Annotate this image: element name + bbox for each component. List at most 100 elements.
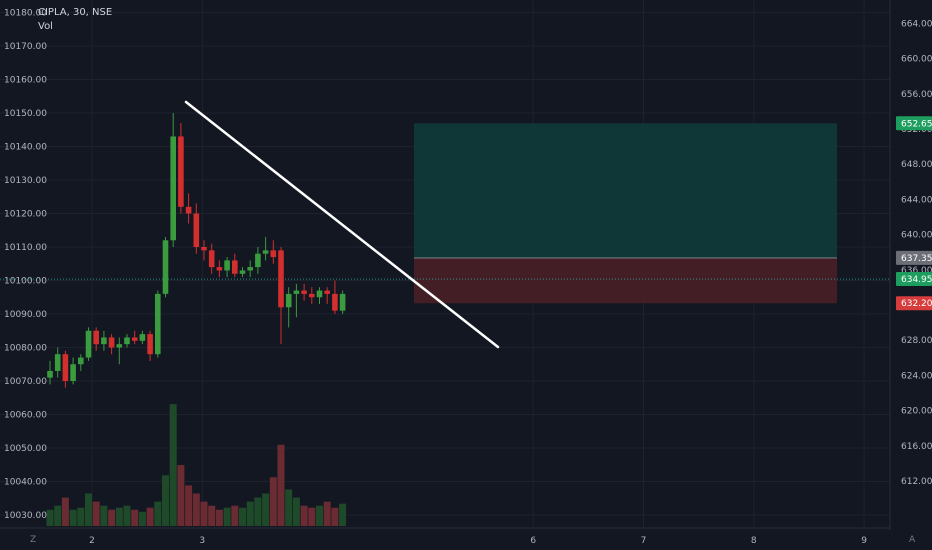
candle-body xyxy=(324,290,330,294)
time-axis-tick: 6 xyxy=(530,536,536,546)
left-price-axis[interactable]: 10180.00 10170.00 10160.00 10150.00 10140.00… xyxy=(4,9,47,522)
candle-body xyxy=(131,337,138,341)
volume-bar xyxy=(200,501,208,526)
candle-body xyxy=(147,334,153,355)
candle-body xyxy=(270,250,277,258)
stop-zone xyxy=(414,257,837,304)
volume-bar xyxy=(54,505,62,526)
left-axis-tick: 10030.00 xyxy=(4,511,47,521)
right-axis-tick: 644.00 xyxy=(901,195,932,205)
candle-body xyxy=(316,290,323,298)
candle-body xyxy=(216,267,223,271)
left-axis-tick: 10070.00 xyxy=(4,377,47,387)
candle-body xyxy=(116,344,123,348)
right-axis-tick: 620.00 xyxy=(901,407,932,417)
candle-body xyxy=(62,354,69,381)
price-tag xyxy=(896,250,932,265)
volume-bar xyxy=(316,505,323,526)
candle-body xyxy=(178,136,184,207)
price-tag-label: 632.20 xyxy=(901,299,932,309)
left-axis-tick: 10080.00 xyxy=(4,344,47,354)
price-tag xyxy=(896,296,932,311)
candle-body xyxy=(78,357,84,365)
candle-body xyxy=(47,370,53,378)
left-axis-tick: 10140.00 xyxy=(4,143,47,153)
time-axis-tick: 3 xyxy=(199,536,205,546)
price-tag-label: 652.65 xyxy=(901,119,932,129)
right-axis-tick: 628.00 xyxy=(901,336,932,346)
candle-body xyxy=(332,293,338,311)
candle-body xyxy=(139,334,146,341)
volume-bar xyxy=(215,509,223,526)
position-zones[interactable] xyxy=(0,123,890,304)
symbol-title[interactable]: CIPLA, 30, NSE xyxy=(38,7,113,18)
volume-bar xyxy=(239,507,246,526)
price-tag xyxy=(896,272,932,287)
volume-bar xyxy=(177,465,185,526)
trendline-segment xyxy=(184,100,500,349)
candle-body xyxy=(339,293,346,311)
volume-bar xyxy=(138,511,146,526)
chart-legend: CIPLA, 30, NSE Vol xyxy=(38,6,112,34)
time-axis-tick: 9 xyxy=(861,536,867,546)
volume-label[interactable]: Vol xyxy=(38,21,53,32)
volume-bar xyxy=(61,497,69,526)
candle-body xyxy=(239,270,246,274)
left-axis-tick: 10120.00 xyxy=(4,210,47,220)
candle-body xyxy=(185,206,192,214)
candle-body xyxy=(309,293,315,298)
volume-bars xyxy=(46,404,347,526)
candle-body xyxy=(70,364,76,381)
volume-bar xyxy=(223,507,231,526)
volume-bar xyxy=(339,503,347,526)
volume-bar xyxy=(208,505,216,526)
left-axis-tick: 10090.00 xyxy=(4,310,47,320)
price-tag-label: 637.35 xyxy=(901,254,932,264)
candle-body xyxy=(85,330,92,358)
time-axis-tick: 2 xyxy=(89,536,95,546)
time-axis[interactable]: 23678910111213 xyxy=(89,536,932,546)
volume-bar xyxy=(69,509,77,526)
volume-bar xyxy=(185,485,193,526)
left-axis-tick: 10100.00 xyxy=(4,277,47,287)
candle-body xyxy=(201,247,207,251)
volume-bar xyxy=(92,501,100,526)
corner-label-right[interactable]: A xyxy=(909,535,916,545)
candle-body xyxy=(247,267,253,271)
candle-body xyxy=(208,250,215,268)
left-axis-tick: 10040.00 xyxy=(4,478,47,488)
corner-label-left[interactable]: Z xyxy=(30,535,36,545)
candle-body xyxy=(170,136,176,241)
left-axis-tick: 10050.00 xyxy=(4,444,47,454)
candle-body xyxy=(255,253,261,268)
candle-body xyxy=(108,337,115,348)
candle-body xyxy=(54,354,61,371)
volume-bar xyxy=(146,507,154,526)
volume-bar xyxy=(292,497,300,526)
candle-body xyxy=(124,337,130,345)
candle-body xyxy=(224,260,230,271)
volume-bar xyxy=(77,507,85,526)
candle-body xyxy=(193,213,200,247)
left-axis-tick: 10170.00 xyxy=(4,42,47,52)
volume-bar xyxy=(46,509,54,526)
price-tag-label: 634.95 xyxy=(901,275,932,285)
candle-body xyxy=(285,293,292,308)
volume-bar xyxy=(300,505,308,526)
volume-bar xyxy=(254,497,262,526)
trendline[interactable] xyxy=(184,100,500,349)
candles xyxy=(47,113,346,388)
volume-bar xyxy=(100,505,108,526)
candle-body xyxy=(278,250,284,308)
left-axis-tick: 10060.00 xyxy=(4,411,47,421)
right-axis-tick: 636.00 xyxy=(901,266,932,276)
volume-bar xyxy=(154,501,162,526)
volume-bar xyxy=(131,509,139,526)
right-axis-tick: 640.00 xyxy=(901,231,932,241)
right-axis-tick: 616.00 xyxy=(901,442,932,452)
right-axis-tick: 664.00 xyxy=(901,19,932,29)
right-axis-tick: 656.00 xyxy=(901,90,932,100)
right-price-axis[interactable]: 664.00660.00656.00652.00648.00644.00640.… xyxy=(896,19,932,487)
right-axis-tick: 612.00 xyxy=(901,477,932,487)
